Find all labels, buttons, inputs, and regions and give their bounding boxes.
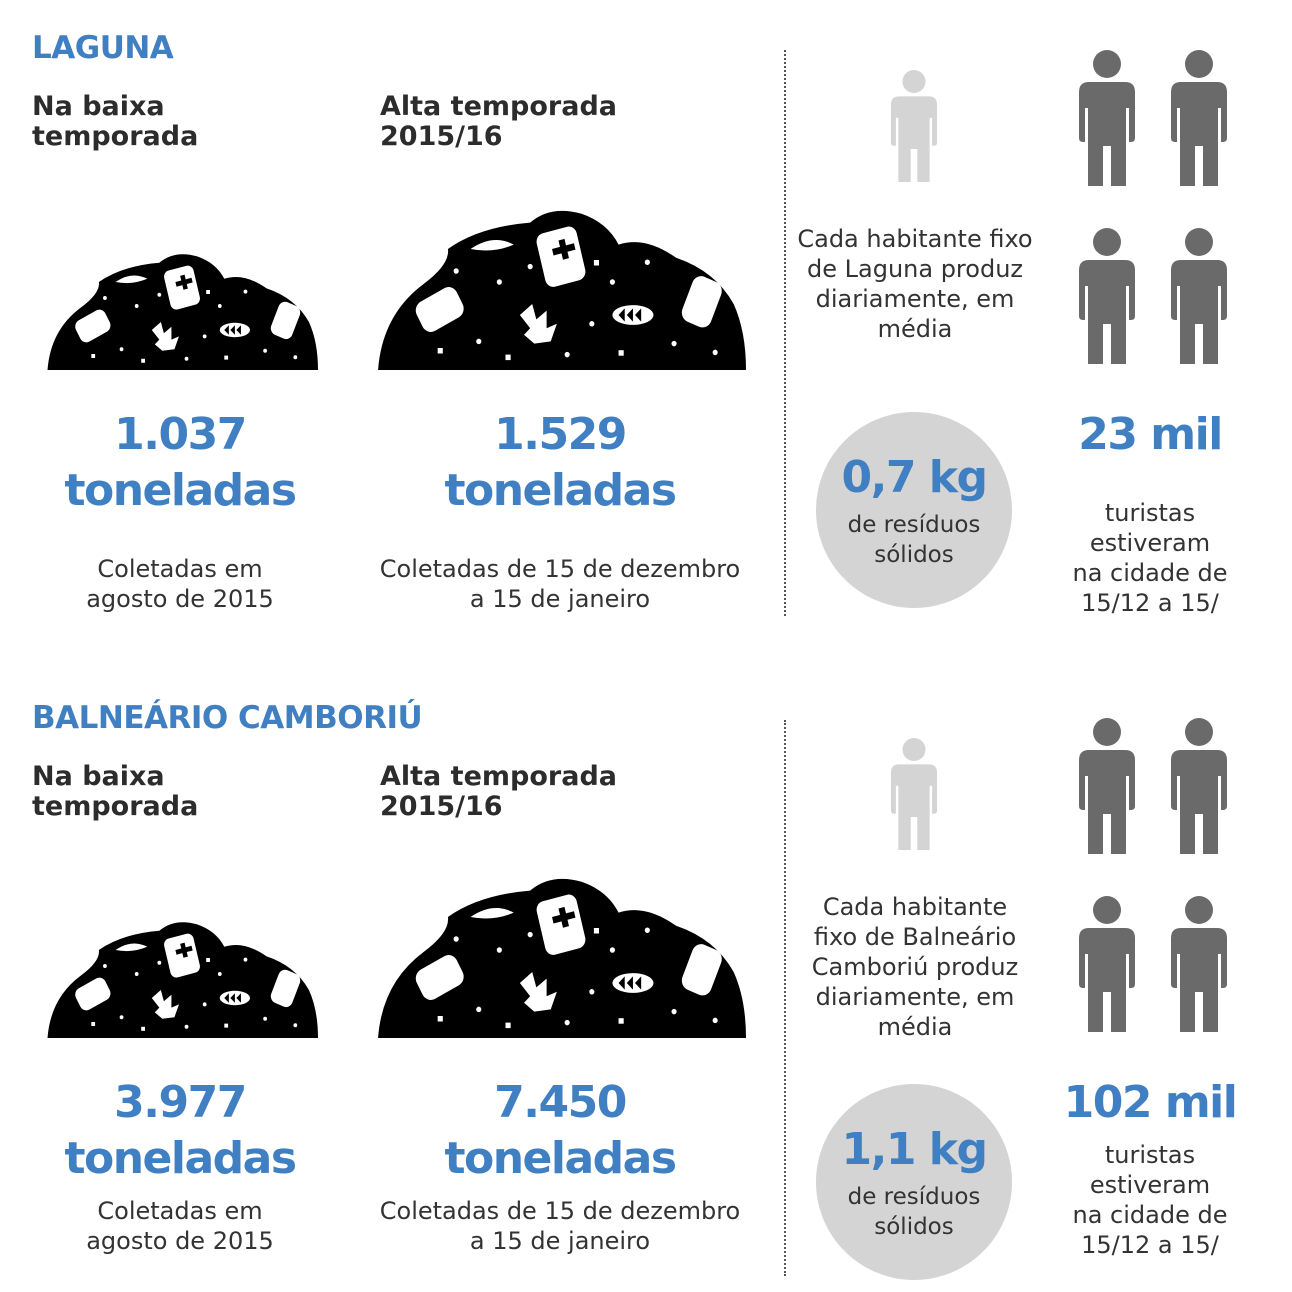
garbage-pile-small-icon: .p1 .mound{fill:#d4d4d4}.p1 .mound-strok… bbox=[46, 210, 318, 370]
per-capita-circle: 0,7 kg de resíduos sólidos bbox=[816, 412, 1012, 608]
per-capita-value: 0,7 kg bbox=[841, 452, 988, 503]
low-season-value: 3.977 bbox=[114, 1077, 247, 1128]
per-capita-label: de resíduos sólidos bbox=[847, 1184, 981, 1240]
tourists-value: 102 mil bbox=[1063, 1077, 1238, 1128]
tourist-person-icon bbox=[1076, 718, 1138, 854]
garbage-pile-small-icon: .p3 .mound{fill:#d4d4d4}.p3 .mound-strok… bbox=[46, 878, 318, 1038]
tourist-person-icon bbox=[1168, 718, 1230, 854]
high-season-value: 1.529 bbox=[494, 409, 627, 460]
tourist-person-icon bbox=[1168, 50, 1230, 186]
high-season-header: Alta temporada 2015/16 bbox=[380, 91, 617, 152]
low-season-unit: toneladas bbox=[64, 465, 297, 516]
high-season-unit: toneladas bbox=[444, 465, 677, 516]
high-season-header: Alta temporada 2015/16 bbox=[380, 761, 617, 822]
high-season-value: 7.450 bbox=[494, 1077, 627, 1128]
garbage-pile-large-icon: .p2 .mound{fill:#6a6a6a}.p2 .mound-strok… bbox=[376, 150, 746, 370]
section-divider bbox=[784, 720, 786, 1276]
resident-text: Cada habitante fixo de Balneário Cambori… bbox=[811, 893, 1019, 1041]
section-divider bbox=[784, 50, 786, 616]
low-season-unit: toneladas bbox=[64, 1133, 297, 1184]
per-capita-label: de resíduos sólidos bbox=[847, 512, 981, 568]
low-season-value: 1.037 bbox=[114, 409, 247, 460]
resident-person-icon bbox=[886, 70, 942, 182]
tourists-desc: turistas estiveram na cidade de 15/12 a … bbox=[1072, 1141, 1228, 1259]
tourist-person-icon bbox=[1076, 228, 1138, 364]
high-season-desc: Coletadas de 15 de dezembro a 15 de jane… bbox=[379, 555, 741, 613]
high-season-unit: toneladas bbox=[444, 1133, 677, 1184]
tourists-desc: turistas estiveram na cidade de 15/12 a … bbox=[1072, 499, 1228, 617]
low-season-desc: Coletadas em agosto de 2015 bbox=[86, 555, 274, 613]
high-season-desc: Coletadas de 15 de dezembro a 15 de jane… bbox=[379, 1197, 741, 1255]
tourist-person-icon bbox=[1168, 896, 1230, 1032]
tourists-value: 23 mil bbox=[1078, 409, 1223, 460]
resident-person-icon bbox=[886, 738, 942, 850]
low-season-header: Na baixa temporada bbox=[32, 761, 199, 822]
city-title: BALNEÁRIO CAMBORIÚ bbox=[32, 700, 423, 736]
garbage-pile-large-icon: .p4 .mound{fill:#6a6a6a}.p4 .mound-strok… bbox=[376, 818, 746, 1038]
per-capita-circle: 1,1 kg de resíduos sólidos bbox=[816, 1084, 1012, 1280]
city-title: LAGUNA bbox=[32, 30, 174, 66]
resident-text: Cada habitante fixo de Laguna produz dia… bbox=[797, 225, 1033, 343]
tourist-person-icon bbox=[1076, 50, 1138, 186]
low-season-desc: Coletadas em agosto de 2015 bbox=[86, 1197, 274, 1255]
tourist-person-icon bbox=[1076, 896, 1138, 1032]
low-season-header: Na baixa temporada bbox=[32, 91, 199, 152]
per-capita-value: 1,1 kg bbox=[841, 1124, 988, 1175]
tourist-person-icon bbox=[1168, 228, 1230, 364]
